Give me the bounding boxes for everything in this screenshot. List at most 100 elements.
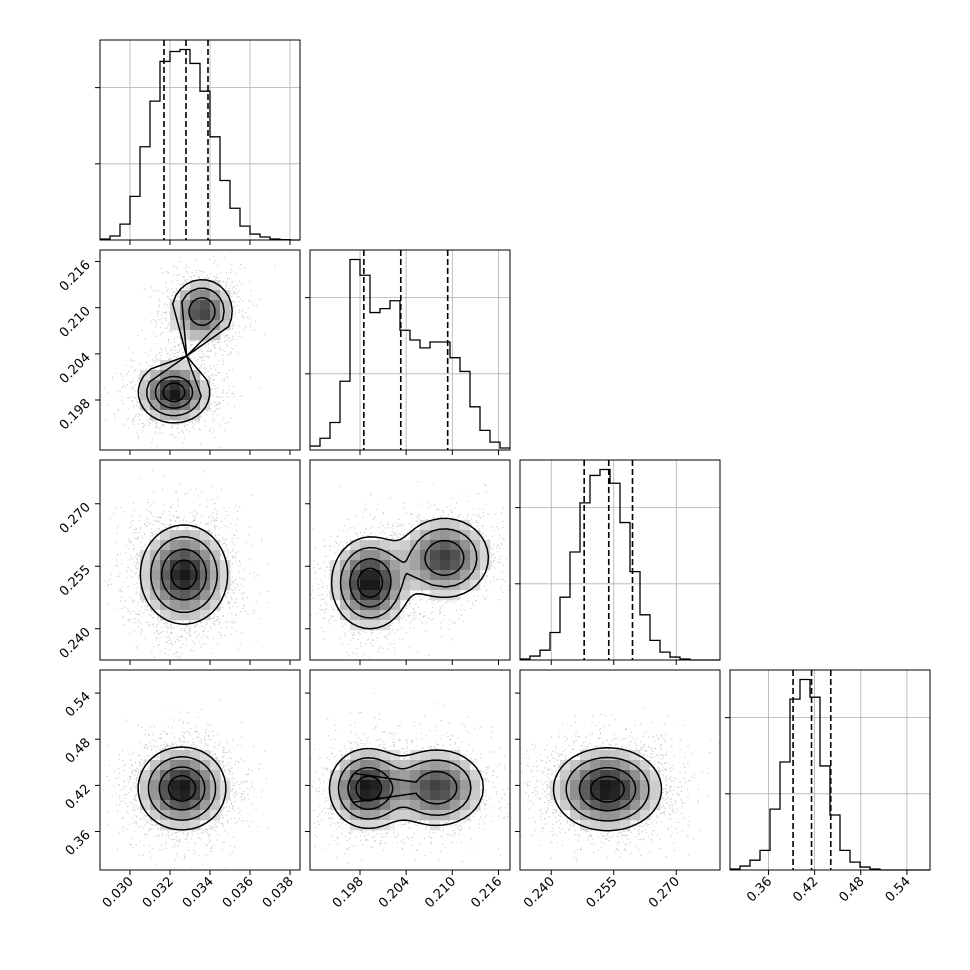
density-cell [630, 800, 641, 811]
contour-line [552, 747, 663, 832]
density-cell [350, 790, 361, 801]
density-cell [180, 360, 191, 371]
density-cell [340, 580, 351, 591]
density-cell [440, 780, 451, 791]
density-cell [170, 300, 181, 311]
density-cell [160, 400, 171, 411]
density-cell [200, 790, 211, 801]
panel-frame [519, 669, 721, 871]
density-cell [390, 800, 401, 811]
density-cell [440, 540, 451, 551]
density-cell [620, 750, 631, 761]
scatter-panel-3-1 [309, 669, 511, 871]
density-cell [370, 580, 381, 591]
density-cell [360, 620, 371, 631]
density-cell [150, 790, 161, 801]
density-cell [210, 280, 221, 291]
contour-line [137, 746, 227, 831]
density-cell [190, 370, 201, 381]
density-cell [600, 750, 611, 761]
density-cell [170, 610, 181, 621]
density-cell [350, 590, 361, 601]
density-layer [103, 252, 276, 450]
density-cell [450, 750, 461, 761]
density-cell [170, 790, 181, 801]
density-cell [200, 330, 211, 341]
density-cell [390, 570, 401, 581]
density-cell [590, 820, 601, 831]
density-cell [370, 610, 381, 621]
density-cell [360, 780, 371, 791]
contour-line [139, 524, 229, 625]
density-cell [570, 780, 581, 791]
density-cell [200, 570, 211, 581]
density-cell [160, 530, 171, 541]
density-cell [190, 530, 201, 541]
density-cell [180, 790, 191, 801]
density-cell [410, 550, 421, 561]
density-cell [150, 780, 161, 791]
density-cell [570, 760, 581, 771]
density-cell [390, 610, 401, 621]
density-cell [330, 790, 341, 801]
y-tick-label: 0.48 [63, 735, 94, 766]
density-cell [180, 750, 191, 761]
density-cell [430, 550, 441, 561]
density-cell [420, 570, 431, 581]
density-cell [460, 570, 471, 581]
density-cell [190, 550, 201, 561]
density-cell [470, 550, 481, 561]
x-tick-label: 0.240 [521, 874, 558, 911]
density-cell [420, 780, 431, 791]
density-cell [360, 610, 371, 621]
contour-line [137, 278, 233, 424]
density-cell [160, 610, 171, 621]
density-cell [440, 760, 451, 771]
histogram-panel-3 [725, 669, 931, 871]
density-cell [610, 800, 621, 811]
density-cell [170, 540, 181, 551]
density-cell [410, 790, 421, 801]
density-cell [190, 770, 201, 781]
density-cell [400, 810, 411, 821]
histogram-step-line [310, 258, 510, 449]
density-cell [170, 590, 181, 601]
density-cell [620, 770, 631, 781]
density-cell [180, 610, 191, 621]
density-cell [330, 580, 341, 591]
density-cell [180, 560, 191, 571]
density-cell [150, 760, 161, 771]
scatter-panel-2-0 [99, 459, 301, 661]
density-cell [190, 400, 201, 411]
contour-line [565, 756, 650, 822]
density-cell [410, 780, 421, 791]
density-cell [360, 550, 371, 561]
density-cell [460, 790, 471, 801]
density-cell [220, 300, 231, 311]
density-cell [190, 820, 201, 831]
density-cell [340, 600, 351, 611]
density-cell [370, 780, 381, 791]
density-cell [620, 820, 631, 831]
density-cell [210, 570, 221, 581]
density-cell [350, 610, 361, 621]
contour-line [355, 775, 383, 802]
density-cell [600, 800, 611, 811]
density-cell [580, 820, 591, 831]
density-cell [400, 590, 411, 601]
density-cell [450, 520, 461, 531]
density-cell [570, 800, 581, 811]
density-cell [470, 790, 481, 801]
density-cell [620, 780, 631, 791]
contour-line [347, 770, 458, 805]
panel-frame [99, 669, 301, 871]
density-cell [430, 780, 441, 791]
density-cell [460, 550, 471, 561]
density-cell [410, 580, 421, 591]
density-cell [610, 780, 621, 791]
density-cell [360, 790, 371, 801]
density-cell [390, 550, 401, 561]
density-cell [220, 310, 231, 321]
density-cell [210, 600, 221, 611]
density-cell [410, 560, 421, 571]
